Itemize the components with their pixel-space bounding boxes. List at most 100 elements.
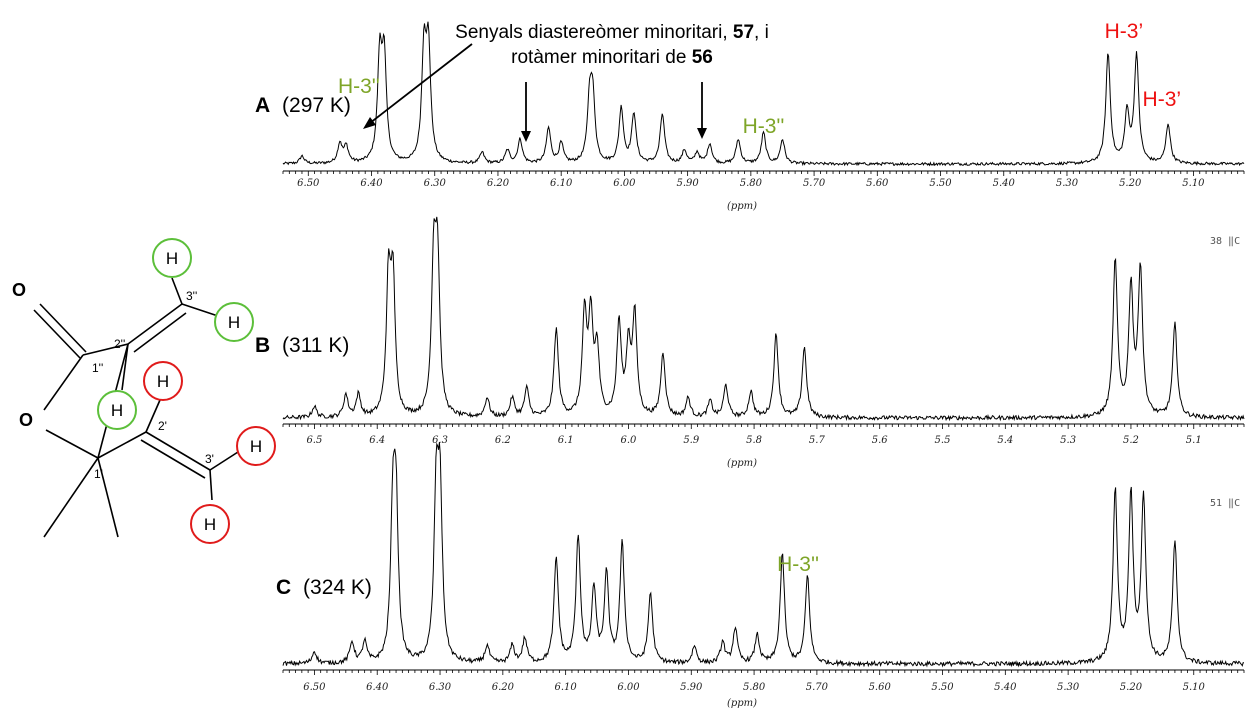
tick-label: 5.60: [869, 682, 892, 693]
hydrogen-highlight-circle: [214, 302, 254, 342]
tick-label: 6.2: [495, 435, 511, 446]
tick-label: 5.6: [872, 435, 889, 446]
tick-label: 5.7: [809, 435, 826, 446]
hydrogen-highlight-circle: [152, 238, 192, 278]
tick-label: 6.10: [555, 682, 578, 693]
bond-c3-h-top: [171, 277, 183, 305]
atom-bg: [10, 278, 32, 300]
bond-c1-o-double-a: [39, 303, 87, 353]
side-number-c: 51 ‖C: [1210, 498, 1240, 509]
tick-label: 6.00: [613, 178, 636, 189]
peak-assignment-label: H-3'': [338, 75, 380, 98]
bond-c2-h: [121, 343, 129, 391]
bond-c1p-methyl-b: [97, 457, 119, 538]
locant-1p: 1': [94, 467, 103, 481]
spectrum-b-trace: [282, 216, 1245, 422]
hydrogen-atom: H: [166, 249, 178, 268]
hydrogen-atom: H: [157, 372, 169, 391]
atom-ring-oxygen: O: [19, 410, 33, 430]
tick-label: 5.80: [740, 178, 763, 189]
annotation-line-1-end: , i: [754, 22, 769, 43]
spectrum-c-letter: C: [276, 576, 291, 599]
tick-label: 6.4: [369, 435, 385, 446]
tick-label: 6.50: [303, 682, 326, 693]
annotation-line-2-text: rotàmer minoritari de: [511, 47, 692, 68]
locant-1pp: 1'': [92, 361, 103, 375]
bond-c2p-c3p-double-a: [145, 431, 211, 471]
locant-3p: 3': [205, 452, 214, 466]
annotation-compound-57: 57: [733, 22, 754, 43]
tick-label: 6.3: [432, 435, 448, 446]
tick-label: 6.00: [617, 682, 640, 693]
tick-label: 5.40: [994, 682, 1017, 693]
hydrogen-atom: H: [111, 401, 123, 420]
arrow-to-6-44: [369, 43, 473, 124]
spectrum-a-ppm-unit: (ppm): [727, 201, 757, 212]
spectrum-b-ppm-unit: (ppm): [727, 458, 757, 469]
hydrogen-highlight-circle: [97, 390, 137, 430]
tick-label: 5.4: [997, 435, 1013, 446]
hydrogen-highlight-circle: [236, 426, 276, 466]
hydrogen-atom: H: [228, 313, 240, 332]
annotation-line-2: rotàmer minoritari de 56: [511, 47, 713, 68]
tick-label: 5.70: [806, 682, 829, 693]
bond-c1p-c2p: [97, 431, 147, 459]
annotation-line-1-text: Senyals diastereòmer minoritari,: [455, 22, 733, 43]
annotation-compound-56: 56: [692, 47, 713, 68]
spectrum-a-letter: A: [255, 94, 270, 117]
tick-label: 6.30: [429, 682, 452, 693]
arrowhead-5-88: [697, 128, 707, 139]
tick-label: 5.5: [935, 435, 951, 446]
bond-c3p-h-right: [209, 451, 239, 471]
tick-label: 5.50: [931, 682, 954, 693]
tick-label: 6.20: [492, 682, 515, 693]
spectrum-a-temperature: (297 K): [282, 94, 351, 117]
tick-label: 5.90: [680, 682, 703, 693]
spectrum-c-temperature: (324 K): [303, 576, 372, 599]
tick-label: 5.10: [1182, 178, 1205, 189]
tick-label: 6.30: [424, 178, 447, 189]
tick-label: 6.40: [366, 682, 389, 693]
bond-c2p-c3p-double-b: [140, 439, 206, 479]
tick-label: 5.90: [676, 178, 699, 189]
tick-label: 6.10: [550, 178, 573, 189]
tick-label: 5.2: [1123, 435, 1139, 446]
tick-label: 5.50: [929, 178, 952, 189]
locant-2p: 2': [158, 419, 167, 433]
hydrogen-atom: H: [250, 437, 262, 456]
spectrum-panel-b: 38 ‖C B (311 K) 6.5 6.4 6.3 6.2 6.1 6.0 5.9 5.8…: [255, 216, 1245, 469]
spectrum-a-trace: [282, 21, 1245, 167]
spectrum-b-label: B (311 K): [255, 334, 349, 357]
peak-assignment-label: H-3'': [777, 553, 819, 576]
bond-oring-c1p: [45, 429, 99, 459]
bond-c1-c2: [82, 343, 129, 356]
minor-signals-annotation: Senyals diastereòmer minoritari, 57, i r…: [363, 22, 769, 142]
bond-c2-c3-double-b: [133, 312, 187, 353]
hydrogen-atom: H: [204, 515, 216, 534]
locant-3pp: 3'': [186, 289, 197, 303]
bond-c1p-methyl-a: [43, 457, 99, 538]
spectrum-a-label: A (297 K): [255, 94, 351, 117]
tick-label: 5.20: [1119, 178, 1142, 189]
tick-label: 5.9: [683, 435, 700, 446]
bond-c1-oring: [43, 354, 84, 411]
hydrogen-highlight-circle: [190, 504, 230, 544]
hydrogen-highlight-circle: [143, 361, 183, 401]
tick-label: 6.0: [621, 435, 638, 446]
tick-label: 5.80: [743, 682, 766, 693]
atom-bg: [18, 408, 40, 430]
spectrum-b-temperature: (311 K): [282, 334, 349, 357]
peak-assignment-label: H-3’: [1105, 20, 1144, 43]
side-number-b: 38 ‖C: [1210, 236, 1240, 247]
tick-label: 5.8: [746, 435, 762, 446]
spectrum-c-label: C (324 K): [276, 576, 372, 599]
annotation-line-1: Senyals diastereòmer minoritari, 57, i: [455, 22, 769, 43]
bond-c2-c3-double-a: [127, 303, 183, 345]
arrowhead-6-16: [521, 131, 531, 142]
spectrum-c-ppm-unit: (ppm): [727, 698, 757, 709]
tick-label: 5.60: [866, 178, 889, 189]
atom-carbonyl-oxygen: O: [12, 280, 26, 300]
bond-c1-o-double-b: [33, 309, 81, 359]
tick-label: 6.20: [487, 178, 510, 189]
